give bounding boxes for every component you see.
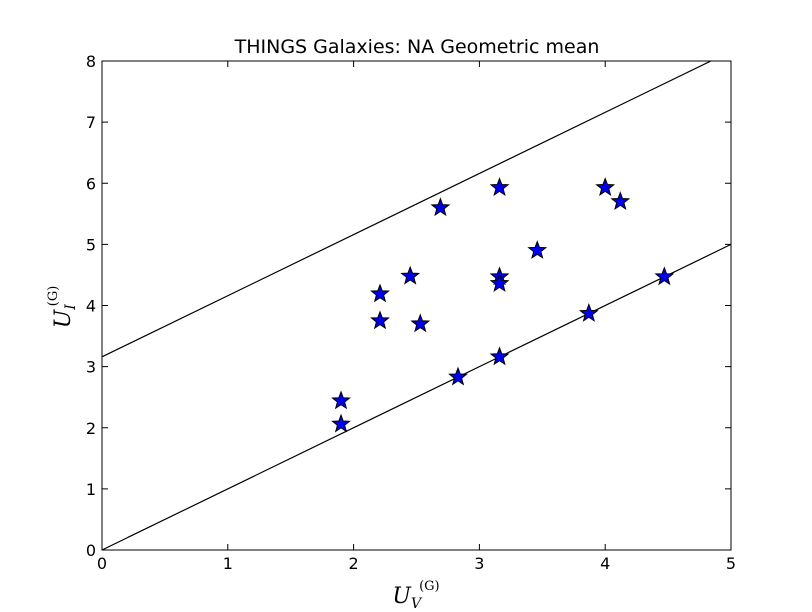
data-point-1 (331, 390, 351, 410)
y-axis-ticks: 0 1 2 3 4 5 6 7 8 (86, 52, 731, 560)
x-tick-label: 2 (349, 554, 359, 573)
data-point-7 (430, 197, 451, 217)
data-point-12 (489, 346, 510, 366)
y-axis-label-base: U (51, 308, 76, 328)
reference-line-1 (102, 243, 731, 550)
x-tick-label: 5 (726, 554, 736, 573)
data-point-6 (410, 313, 431, 333)
reference-lines (102, 61, 731, 550)
data-point-8 (448, 366, 468, 386)
y-tick-label: 4 (86, 297, 96, 316)
data-point-5 (400, 265, 421, 285)
x-tick-label: 3 (474, 554, 484, 573)
y-tick-label: 0 (86, 541, 96, 560)
y-axis-label-sub: I (63, 304, 79, 311)
chart-title: THINGS Galaxies: NA Geometric mean (234, 36, 600, 58)
y-tick-label: 7 (86, 113, 96, 132)
x-axis-label: UV (G) (392, 579, 439, 612)
y-tick-label: 5 (86, 235, 96, 254)
data-point-16 (610, 191, 631, 211)
data-point-15 (595, 177, 616, 196)
data-point-2 (331, 413, 351, 433)
x-axis-label-sup: (G) (419, 579, 440, 594)
y-tick-label: 8 (86, 52, 96, 71)
data-point-13 (527, 240, 548, 259)
data-point-17 (654, 266, 675, 286)
x-tick-label: 4 (600, 554, 610, 573)
y-tick-label: 1 (86, 480, 96, 499)
y-tick-label: 3 (86, 358, 96, 377)
data-point-11 (489, 273, 510, 292)
data-point-9 (489, 177, 510, 196)
reference-line-2 (102, 61, 713, 358)
y-tick-label: 2 (86, 419, 96, 438)
x-axis-ticks: 0 1 2 3 4 5 (97, 61, 736, 573)
x-tick-label: 1 (223, 554, 233, 573)
data-point-3 (370, 283, 390, 303)
y-axis-label-sup: (G) (46, 286, 61, 307)
x-tick-label: 0 (97, 554, 107, 573)
x-axis-label-base: U (392, 584, 412, 609)
y-axis-label: UI(G) (46, 286, 79, 329)
x-axis-label-sub: V (411, 596, 423, 612)
data-point-14 (578, 303, 599, 322)
data-points (331, 177, 675, 433)
data-point-4 (370, 310, 390, 330)
y-tick-label: 6 (86, 174, 96, 193)
plot-frame (101, 60, 732, 551)
